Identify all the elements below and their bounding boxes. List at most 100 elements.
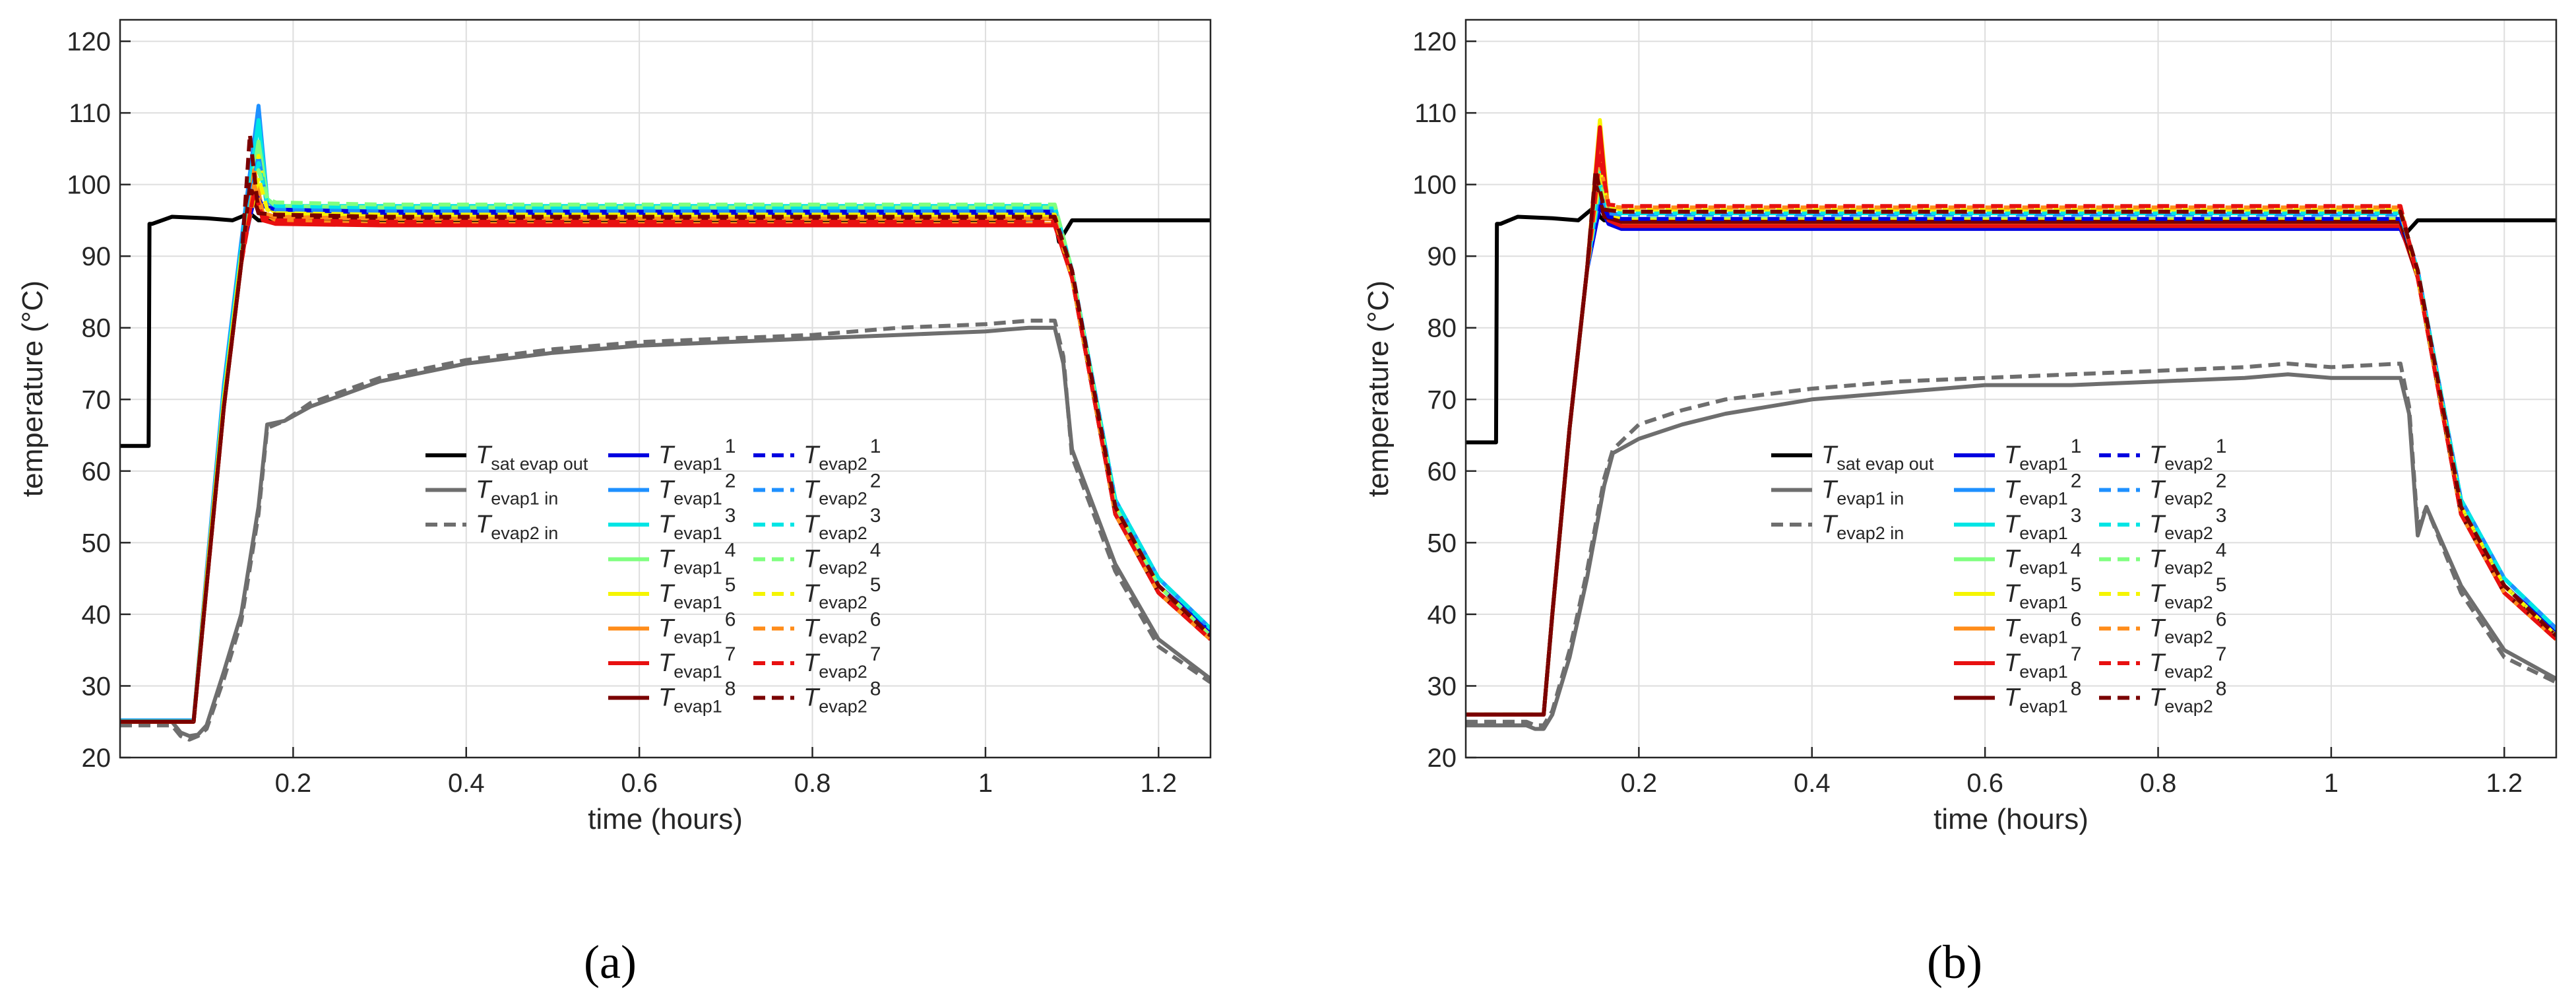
y-tick-label: 110 — [69, 99, 111, 128]
x-tick-label: 1.2 — [2486, 769, 2523, 798]
legend-superscript: 5 — [725, 574, 736, 596]
y-tick-label: 60 — [82, 457, 111, 486]
legend-label: Tevap28 — [2149, 678, 2226, 717]
legend-label: Tevap17 — [2004, 643, 2081, 682]
legend-label: Tevap26 — [2149, 609, 2226, 647]
legend-entry: Tevap2 in — [425, 511, 558, 543]
plot-area — [1466, 20, 2556, 758]
legend-symbol: T — [2004, 546, 2021, 573]
y-axis-label: temperature (°C) — [16, 280, 49, 497]
legend-superscript: 3 — [725, 505, 736, 527]
legend-entry: Tevap18 — [608, 678, 736, 717]
legend-entry: Tevap13 — [1954, 505, 2081, 543]
y-tick-label: 70 — [1428, 385, 1457, 414]
y-tick-label: 30 — [1428, 672, 1457, 701]
legend-label: Tevap21 — [2149, 436, 2226, 474]
legend-entry: Tevap27 — [2099, 643, 2226, 682]
legend-entry: Tevap23 — [753, 505, 881, 543]
legend-label: Tevap24 — [2149, 540, 2226, 578]
legend-symbol: T — [658, 684, 675, 712]
legend-entry: Tevap23 — [2099, 505, 2226, 543]
legend-subscript: evap2 — [819, 454, 867, 474]
legend-superscript: 2 — [870, 470, 881, 492]
legend-subscript: evap1 — [674, 628, 722, 647]
legend-superscript: 2 — [2071, 470, 2082, 492]
series-line-t-evap2-in — [1466, 362, 2556, 728]
ticks — [1466, 40, 2505, 759]
legend-label: Tevap28 — [803, 678, 881, 717]
x-axis-label: time (hours) — [588, 803, 743, 835]
legend-label: Tevap25 — [2149, 574, 2226, 612]
legend-entry: Tevap26 — [2099, 609, 2226, 647]
legend-label: Tevap23 — [2149, 505, 2226, 543]
legend-entry: Tevap26 — [753, 609, 881, 647]
legend-superscript: 8 — [725, 678, 736, 700]
legend-label: Tevap18 — [2004, 678, 2081, 717]
x-tick-label: 0.6 — [1966, 769, 2003, 798]
legend-symbol: T — [2149, 511, 2166, 538]
x-tick-label: 0.8 — [2140, 769, 2177, 798]
legend-symbol: T — [2149, 441, 2166, 469]
legend-superscript: 7 — [870, 643, 881, 665]
legend-subscript: evap1 — [674, 558, 722, 578]
legend-superscript: 8 — [2071, 678, 2082, 700]
legend-label: Tevap1 in — [1821, 476, 1904, 509]
legend-symbol: T — [476, 511, 493, 538]
y-axis-label: temperature (°C) — [1362, 280, 1395, 497]
legend-symbol: T — [1821, 476, 1838, 504]
legend-subscript: evap2 — [2164, 489, 2213, 509]
legend-symbol: T — [803, 684, 821, 712]
chart-panel-b: 0.2 0.4 0.6 0.8 1 1.2203040506070809010011012… — [1362, 18, 2558, 989]
y-tick-label: 80 — [82, 314, 111, 343]
legend-symbol: T — [2004, 649, 2021, 677]
legend-superscript: 7 — [725, 643, 736, 665]
legend-entry: Tevap15 — [608, 574, 736, 612]
x-tick-label: 0.4 — [1794, 769, 1831, 798]
legend-entry: Tevap25 — [753, 574, 881, 612]
x-tick-label: 0.8 — [794, 769, 831, 798]
legend-symbol: T — [803, 476, 821, 504]
y-tick-label: 120 — [67, 28, 111, 57]
legend-subscript: evap1 — [2019, 558, 2068, 578]
legend-symbol: T — [658, 580, 675, 608]
legend-superscript: 4 — [2216, 540, 2227, 562]
legend-label: Tevap21 — [803, 436, 881, 474]
legend-subscript: evap1 — [2019, 697, 2068, 717]
legend-entry: Tevap21 — [753, 436, 881, 474]
x-tick-label: 0.2 — [1621, 769, 1658, 798]
chart-panel-a: 0.2 0.4 0.6 0.8 1 1.2203040506070809010011012… — [16, 18, 1212, 989]
series-line-t-evap2-3 — [1466, 182, 2556, 717]
legend-subscript: evap1 — [674, 697, 722, 717]
y-tick-label: 40 — [1428, 600, 1457, 630]
legend-entry: Tevap14 — [1954, 540, 2081, 578]
legend-label: Tevap27 — [2149, 643, 2226, 682]
legend-superscript: 8 — [2216, 678, 2227, 700]
legend-symbol: T — [658, 441, 675, 469]
legend-superscript: 4 — [870, 540, 881, 562]
legend-subscript: evap1 — [674, 489, 722, 509]
legend-superscript: 6 — [2216, 609, 2227, 631]
y-tick-label: 50 — [82, 529, 111, 558]
y-tick-label: 20 — [82, 744, 111, 773]
legend-entry: Tevap11 — [608, 436, 736, 474]
legend-subscript: evap2 — [2164, 628, 2213, 647]
legend-subscript: evap2 — [2164, 662, 2213, 682]
legend-subscript: evap2 — [819, 662, 867, 682]
legend-label: Tevap22 — [803, 470, 881, 509]
legend-symbol: T — [2004, 511, 2021, 538]
series-line-t-evap2-8 — [120, 132, 1210, 724]
plot-area — [120, 20, 1210, 758]
legend-entry: Tevap1 in — [425, 476, 558, 509]
legend-entry: Tevap2 in — [1771, 511, 1904, 543]
legend-entry: Tevap28 — [753, 678, 881, 717]
legend-entry: Tevap27 — [753, 643, 881, 682]
legend-subscript: evap2 — [819, 697, 867, 717]
legend-entry: Tevap22 — [2099, 470, 2226, 509]
y-tick-label: 110 — [1414, 99, 1457, 128]
legend-superscript: 4 — [725, 540, 736, 562]
legend-label: Tevap13 — [2004, 505, 2081, 543]
legend-superscript: 6 — [870, 609, 881, 631]
series-line-t-evap2-6 — [1466, 161, 2556, 717]
